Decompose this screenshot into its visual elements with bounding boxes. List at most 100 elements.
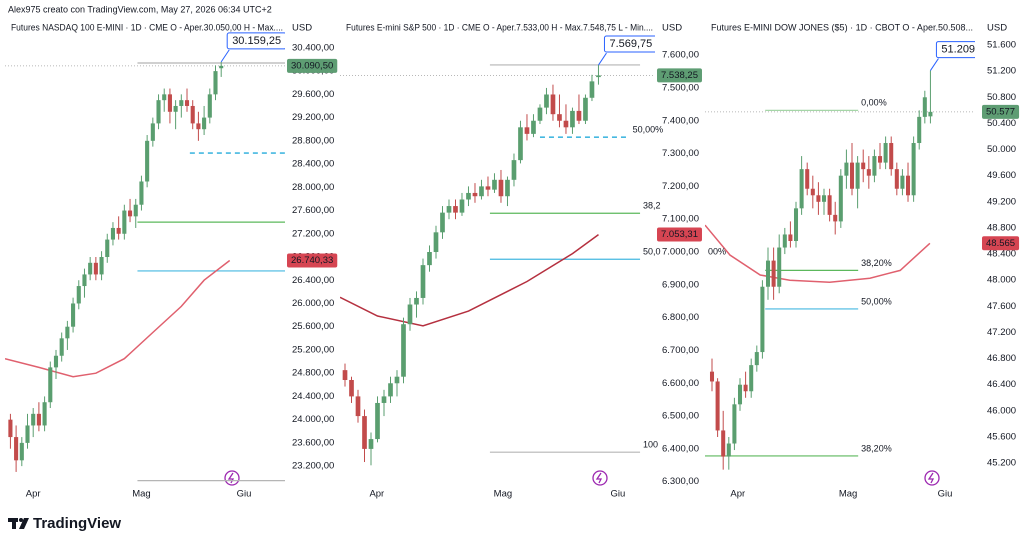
candle-body bbox=[433, 232, 439, 253]
candle-body bbox=[59, 338, 64, 356]
y-tick-label: 7.300,00 bbox=[662, 148, 699, 159]
candle-body bbox=[709, 371, 715, 382]
level-label: 38,20% bbox=[861, 443, 892, 453]
candle-body bbox=[917, 116, 922, 144]
candle-body bbox=[459, 199, 465, 213]
y-tick-label: 49.600 bbox=[987, 170, 1016, 181]
candle-body bbox=[93, 262, 98, 275]
candle-body bbox=[894, 169, 899, 189]
currency: USD bbox=[292, 23, 312, 34]
y-tick-label: 24.800,00 bbox=[292, 368, 334, 379]
candle-body bbox=[805, 169, 810, 189]
callout-box bbox=[935, 41, 975, 59]
level-label: 0,00% bbox=[861, 98, 887, 108]
moving-average bbox=[705, 224, 931, 283]
x-tick-label: Mag bbox=[839, 489, 857, 500]
candle-body bbox=[472, 192, 478, 197]
candle-body bbox=[498, 179, 504, 197]
candle-body bbox=[922, 97, 927, 117]
candle-body bbox=[196, 123, 201, 130]
candle-body bbox=[861, 162, 866, 170]
candle-body bbox=[156, 100, 161, 124]
y-tick-label: 29.600,00 bbox=[292, 89, 334, 100]
x-tick-label: Mag bbox=[132, 489, 150, 500]
y-tick-label: 6.600,00 bbox=[662, 378, 699, 389]
candle-body bbox=[167, 94, 172, 112]
y-tick-label: 46.800 bbox=[987, 353, 1016, 364]
candle-body bbox=[446, 206, 452, 213]
candle-body bbox=[754, 352, 759, 366]
candle-body bbox=[810, 188, 815, 196]
candle-body bbox=[557, 114, 562, 121]
candle-body bbox=[911, 143, 916, 196]
candle-body bbox=[355, 396, 361, 417]
candle-body bbox=[872, 156, 877, 176]
y-tick-label: 6.500,00 bbox=[662, 411, 699, 422]
level-label: 50,00% bbox=[633, 125, 664, 135]
y-tick-label: 48.800 bbox=[987, 222, 1016, 233]
y-tick-label: 23.200,00 bbox=[292, 461, 334, 472]
plot-area: 30.159,25 bbox=[5, 32, 285, 482]
candle-body bbox=[110, 227, 116, 240]
price-label-box bbox=[287, 58, 338, 73]
y-tick-label: 28.800,00 bbox=[292, 135, 334, 146]
candle-body bbox=[133, 204, 138, 217]
y-tick-label: 28.000,00 bbox=[292, 182, 334, 193]
y-tick-label: 7.500,00 bbox=[662, 82, 699, 93]
candle-body bbox=[342, 370, 348, 380]
candle-body bbox=[116, 227, 121, 234]
level-label: 50,0 bbox=[643, 247, 661, 257]
candle-body bbox=[420, 265, 426, 298]
price-label-box bbox=[657, 227, 702, 242]
candle-body bbox=[173, 105, 178, 112]
candle-body bbox=[793, 208, 799, 242]
candle-body bbox=[139, 181, 144, 205]
lightning-icon bbox=[224, 470, 940, 486]
y-tick-label: 6.800,00 bbox=[662, 312, 699, 323]
y-tick-label: 46.000 bbox=[987, 405, 1016, 416]
candle-body bbox=[544, 94, 549, 108]
level-label: 100 bbox=[643, 440, 658, 450]
callout-pointer bbox=[930, 58, 939, 71]
candle-body bbox=[827, 195, 832, 215]
candle-body bbox=[122, 210, 127, 234]
candle-body bbox=[485, 186, 491, 190]
y-tick-label: 26.400,00 bbox=[292, 275, 334, 286]
y-tick-label: 30.400,00 bbox=[292, 42, 334, 53]
candle-body bbox=[31, 413, 36, 426]
candle-body bbox=[65, 326, 70, 339]
y-tick-label: 7.400,00 bbox=[662, 115, 699, 126]
candle-body bbox=[407, 304, 413, 325]
y-tick-label: 24.000,00 bbox=[292, 414, 334, 425]
logo-text: TradingView bbox=[33, 515, 121, 532]
x-tick-label: Giu bbox=[938, 489, 953, 500]
candle-body bbox=[375, 402, 380, 440]
y-tick-label: 7.600,00 bbox=[662, 50, 699, 61]
chart-title: Futures E-mini S&P 500 · 1D · CME O - Ap… bbox=[346, 23, 653, 34]
y-tick-label: 50.800 bbox=[987, 92, 1016, 103]
candle-body bbox=[127, 210, 133, 217]
candle-body bbox=[219, 65, 224, 69]
y-tick-label: 45.600 bbox=[987, 432, 1016, 443]
y-tick-label: 28.400,00 bbox=[292, 159, 334, 170]
y-tick-label: 50.400 bbox=[987, 118, 1016, 129]
candle-body bbox=[25, 425, 30, 443]
y-tick-label: 51.200 bbox=[987, 66, 1016, 77]
y-tick-label: 7.000,00 bbox=[662, 247, 699, 258]
y-tick-label: 6.400,00 bbox=[662, 443, 699, 454]
candle-body bbox=[427, 252, 432, 266]
candle-body bbox=[48, 367, 53, 403]
candle-body bbox=[906, 175, 911, 196]
callout-label: 7.569,75 bbox=[609, 38, 652, 50]
callout-label: 30.159,25 bbox=[232, 35, 281, 47]
level-label: 38,2 bbox=[643, 201, 661, 211]
callout-box bbox=[603, 35, 655, 53]
y-tick-label: 46.400 bbox=[987, 379, 1016, 390]
candle-body bbox=[589, 81, 595, 98]
candle-body bbox=[381, 396, 387, 403]
candle-body bbox=[36, 413, 41, 426]
y-tick-label: 51.600 bbox=[987, 40, 1016, 51]
candle-body bbox=[844, 162, 849, 176]
